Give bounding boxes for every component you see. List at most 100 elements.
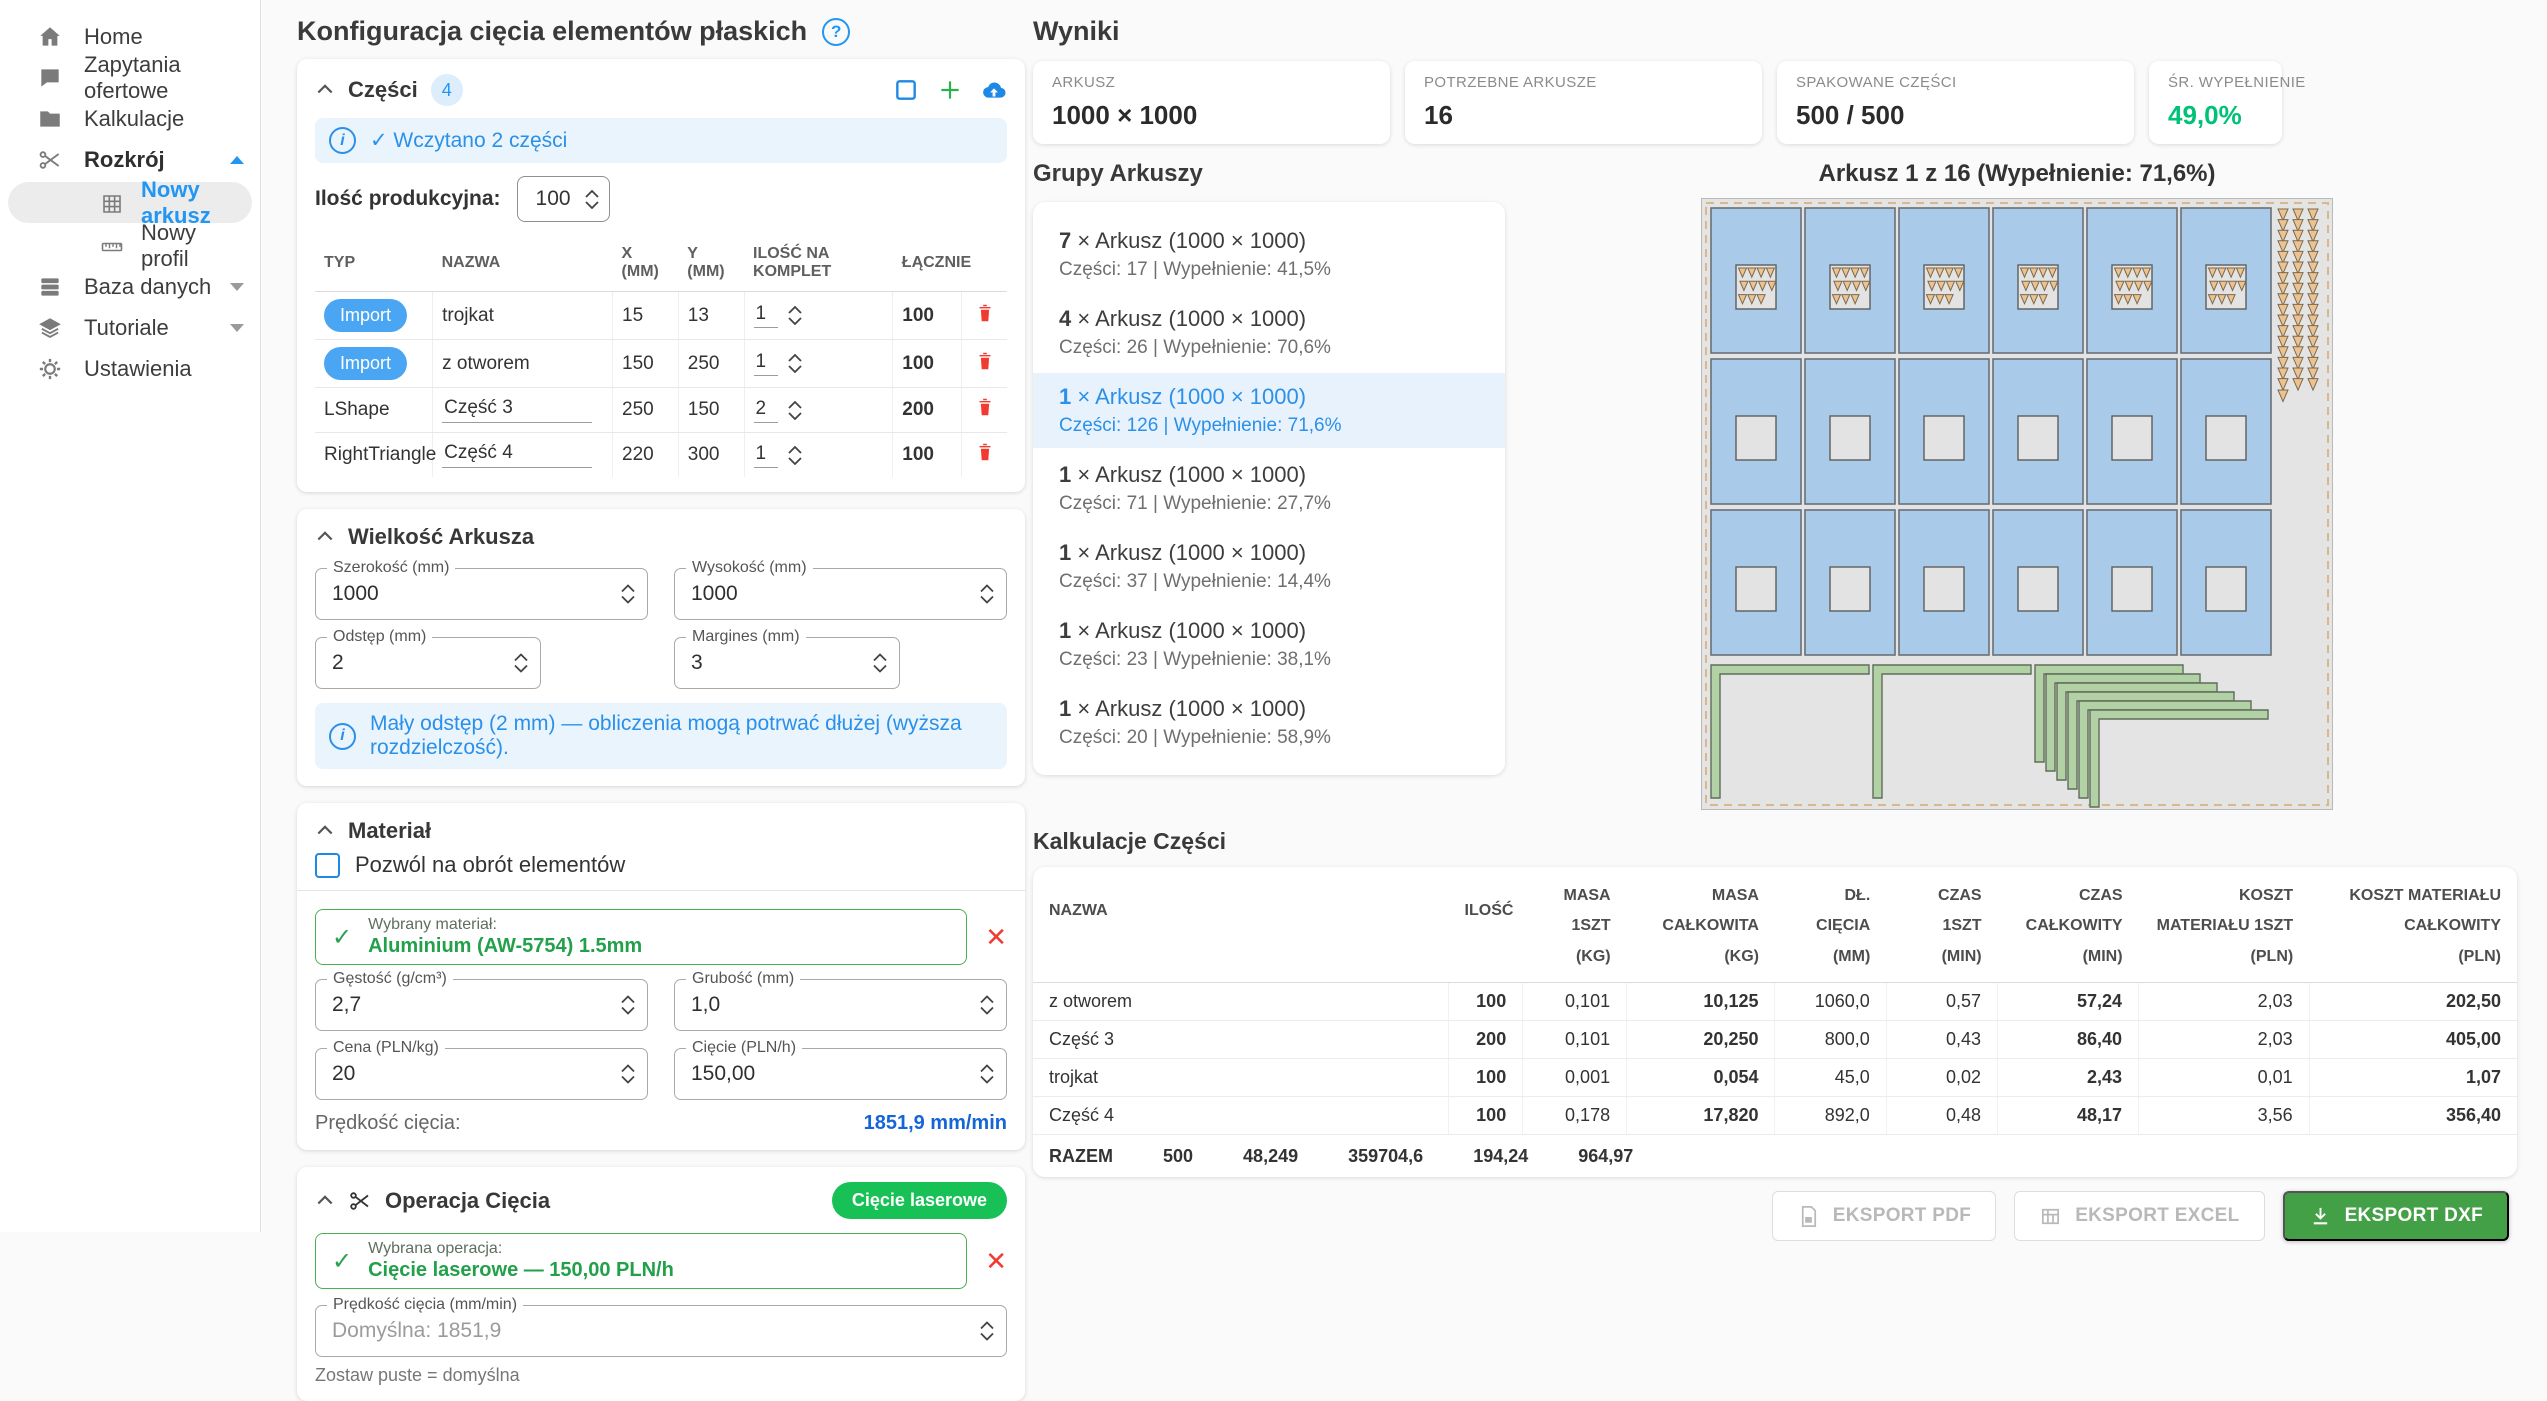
parts-info-text: ✓ Wczytano 2 części xyxy=(370,128,567,153)
per-set-stepper[interactable]: 2 xyxy=(754,398,802,423)
field-ciecie-pln-h-[interactable]: Cięcie (PLN/h) 150,00 xyxy=(674,1048,1007,1100)
gap-warning-text: Mały odstęp (2 mm) — obliczenia mogą pot… xyxy=(370,712,993,760)
per-set-stepper[interactable]: 1 xyxy=(754,351,802,376)
per-set-stepper[interactable]: 1 xyxy=(754,443,802,468)
sheet-group-item[interactable]: 1 × Arkusz (1000 × 1000) Części: 23 | Wy… xyxy=(1033,607,1505,682)
collapse-operation-icon[interactable] xyxy=(315,1191,335,1211)
stepper-arrows[interactable] xyxy=(585,190,599,209)
delete-part-icon[interactable] xyxy=(974,349,996,373)
sidebar-item-label: Tutoriale xyxy=(84,315,169,341)
add-part-icon[interactable] xyxy=(937,77,963,103)
field-cena-pln-kg-[interactable]: Cena (PLN/kg) 20 xyxy=(315,1048,648,1100)
calc-table: NAZWA ILOŚĆ MASA 1SZT(KG)MASA CAŁKOWITA(… xyxy=(1033,871,2517,1175)
stepper-arrows[interactable] xyxy=(788,446,802,465)
sheet-group-item[interactable]: 1 × Arkusz (1000 × 1000) Części: 126 | W… xyxy=(1033,373,1505,448)
field-odstep-mm-[interactable]: Odstęp (mm) 2 xyxy=(315,637,541,689)
sheet-group-item[interactable]: 1 × Arkusz (1000 × 1000) Części: 37 | Wy… xyxy=(1033,529,1505,604)
stepper-arrows[interactable] xyxy=(621,585,635,604)
stepper-arrows[interactable] xyxy=(514,654,528,673)
sidebar-item-rozkroj[interactable]: Rozkrój xyxy=(0,139,260,180)
field-gestosc-g-cm-[interactable]: Gęstość (g/cm³) 2,7 xyxy=(315,979,648,1031)
field-szerokosc-mm-[interactable]: Szerokość (mm) 1000 xyxy=(315,568,648,620)
parts-column-header: TYP xyxy=(315,235,433,292)
stepper-arrows[interactable] xyxy=(980,996,994,1015)
selected-material-box[interactable]: ✓ Wybrany materiał: Aluminium (AW-5754) … xyxy=(315,909,967,965)
selected-material-value: Aluminium (AW-5754) 1.5mm xyxy=(368,935,642,958)
delete-part-icon[interactable] xyxy=(974,395,996,419)
pdf-icon xyxy=(1797,1205,1820,1228)
stat-card-arkusz: ARKUSZ 1000 × 1000 xyxy=(1033,61,1390,144)
part-name-text: z otworem xyxy=(442,353,530,374)
stepper-arrows[interactable] xyxy=(788,401,802,420)
collapse-sheet-icon[interactable] xyxy=(315,527,335,547)
stepper-arrows[interactable] xyxy=(873,654,887,673)
cloud-upload-icon[interactable] xyxy=(981,77,1007,103)
calc-table-row: z otworem1000,10110,1251060,00,5757,242,… xyxy=(1033,983,2517,1021)
part-x: 250 xyxy=(613,388,679,433)
stepper-arrows[interactable] xyxy=(621,996,635,1015)
clear-operation-button[interactable]: ✕ xyxy=(985,1248,1007,1274)
allow-rotation-checkbox[interactable] xyxy=(315,853,340,878)
clear-material-button[interactable]: ✕ xyxy=(985,924,1007,950)
sidebar-item-label: Baza danych xyxy=(84,274,211,300)
delete-part-icon[interactable] xyxy=(974,440,996,464)
part-type-text: LShape xyxy=(324,399,390,420)
operation-helper-text: Zostaw puste = domyślna xyxy=(315,1365,1007,1386)
per-set-stepper[interactable]: 1 xyxy=(754,303,802,328)
field-margines-mm-[interactable]: Margines (mm) 3 xyxy=(674,637,900,689)
part-type-text: RightTriangle xyxy=(324,444,436,465)
info-icon: i xyxy=(329,127,356,154)
collapse-material-icon[interactable] xyxy=(315,821,335,841)
cut-speed-value: 1851,9 mm/min xyxy=(864,1112,1007,1135)
folder-icon xyxy=(37,106,63,132)
sidebar: Home Zapytania ofertowe Kalkulacje Rozkr… xyxy=(0,0,261,1232)
info-icon: i xyxy=(329,723,356,750)
part-name-input[interactable]: Część 3 xyxy=(442,397,592,423)
eksport-excel-button[interactable]: EKSPORT EXCEL xyxy=(2014,1191,2264,1241)
select-rectangle-icon[interactable] xyxy=(893,77,919,103)
eksport-dxf-button[interactable]: EKSPORT DXF xyxy=(2283,1191,2509,1241)
scissors-icon xyxy=(348,1189,372,1213)
stepper-arrows[interactable] xyxy=(621,1065,635,1084)
field-grubosc-mm-[interactable]: Grubość (mm) 1,0 xyxy=(674,979,1007,1031)
stepper-arrows[interactable] xyxy=(788,354,802,373)
production-qty-stepper[interactable]: 100 xyxy=(517,176,610,222)
field-wysokosc-mm-[interactable]: Wysokość (mm) 1000 xyxy=(674,568,1007,620)
stepper-arrows[interactable] xyxy=(980,1065,994,1084)
selected-operation-label: Wybrana operacja: xyxy=(368,1240,674,1258)
calc-card: NAZWA ILOŚĆ MASA 1SZT(KG)MASA CAŁKOWITA(… xyxy=(1033,867,2517,1177)
operation-speed-field[interactable]: Prędkość cięcia (mm/min) Domyślna: 1851,… xyxy=(315,1305,1007,1357)
sidebar-item-ustawienia[interactable]: Ustawienia xyxy=(0,348,260,389)
check-icon: ✓ xyxy=(332,1247,352,1276)
help-icon[interactable]: ? xyxy=(822,18,850,46)
sidebar-item-nowy-profil[interactable]: Nowy profil xyxy=(0,225,260,266)
stepper-arrows[interactable] xyxy=(980,585,994,604)
part-y: 250 xyxy=(678,340,744,388)
sidebar-item-zapytania-ofertowe[interactable]: Zapytania ofertowe xyxy=(0,57,260,98)
part-x: 15 xyxy=(613,292,679,340)
sidebar-item-label: Rozkrój xyxy=(84,147,165,173)
selected-operation-box[interactable]: ✓ Wybrana operacja: Cięcie laserowe — 15… xyxy=(315,1233,967,1289)
delete-part-icon[interactable] xyxy=(974,301,996,325)
production-qty-label: Ilość produkcyjna: xyxy=(315,187,501,211)
sidebar-item-baza-danych[interactable]: Baza danych xyxy=(0,266,260,307)
part-type-badge: Import xyxy=(324,347,407,380)
sheet-group-item[interactable]: 1 × Arkusz (1000 × 1000) Części: 20 | Wy… xyxy=(1033,685,1505,760)
parts-table-row: Import z otworem 150 250 1 100 xyxy=(315,340,1007,388)
sheet-group-item[interactable]: 4 × Arkusz (1000 × 1000) Części: 26 | Wy… xyxy=(1033,295,1505,370)
calc-column-header: DŁ. CIĘCIA(MM) xyxy=(1775,871,1886,983)
sidebar-item-kalkulacje[interactable]: Kalkulacje xyxy=(0,98,260,139)
stepper-arrows[interactable] xyxy=(980,1322,994,1341)
part-type-badge: Import xyxy=(324,299,407,332)
eksport-pdf-button[interactable]: EKSPORT PDF xyxy=(1772,1191,1996,1241)
sidebar-item-nowy-arkusz[interactable]: Nowy arkusz xyxy=(8,182,252,223)
stepper-arrows[interactable] xyxy=(788,306,802,325)
sidebar-item-tutoriale[interactable]: Tutoriale xyxy=(0,307,260,348)
calc-totals-row: RAZEM50048,249359704,6194,24964,97 xyxy=(1033,1135,2517,1176)
calc-column-header: MASA 1SZT(KG) xyxy=(1523,871,1627,983)
sheet-group-item[interactable]: 1 × Arkusz (1000 × 1000) Części: 71 | Wy… xyxy=(1033,451,1505,526)
sheet-group-item[interactable]: 7 × Arkusz (1000 × 1000) Części: 17 | Wy… xyxy=(1033,217,1505,292)
part-name-input[interactable]: Część 4 xyxy=(442,442,592,468)
collapse-parts-icon[interactable] xyxy=(315,80,335,100)
part-name-text: trojkat xyxy=(442,305,494,326)
